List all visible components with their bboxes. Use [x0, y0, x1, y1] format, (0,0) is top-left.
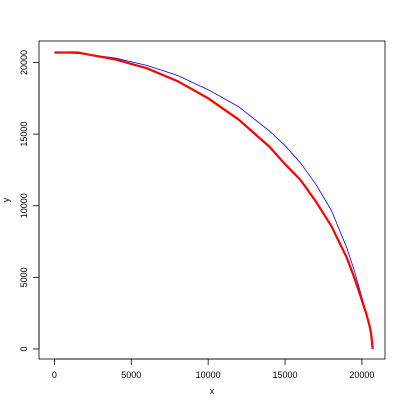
y-tick-label: 5000 [19, 267, 29, 287]
x-tick-label: 15000 [273, 370, 298, 380]
x-tick-label: 20000 [349, 370, 374, 380]
series-layer [54, 51, 374, 350]
y-tick-label: 15000 [19, 122, 29, 147]
series-line-0 [54, 52, 374, 350]
y-axis: 0 5000 10000 15000 20000 [19, 50, 40, 351]
plot-box [38, 40, 386, 360]
y-tick-label: 10000 [19, 193, 29, 218]
x-tick-label: 0 [52, 370, 57, 380]
x-axis: 0 5000 10000 15000 20000 [52, 358, 374, 380]
y-tick-label: 20000 [19, 50, 29, 75]
series-line-1 [54, 51, 374, 350]
x-axis-title: x [210, 386, 215, 396]
y-axis-title: y [1, 197, 11, 202]
y-tick-label: 0 [19, 346, 29, 351]
x-tick-label: 10000 [196, 370, 221, 380]
x-tick-label: 5000 [121, 370, 141, 380]
